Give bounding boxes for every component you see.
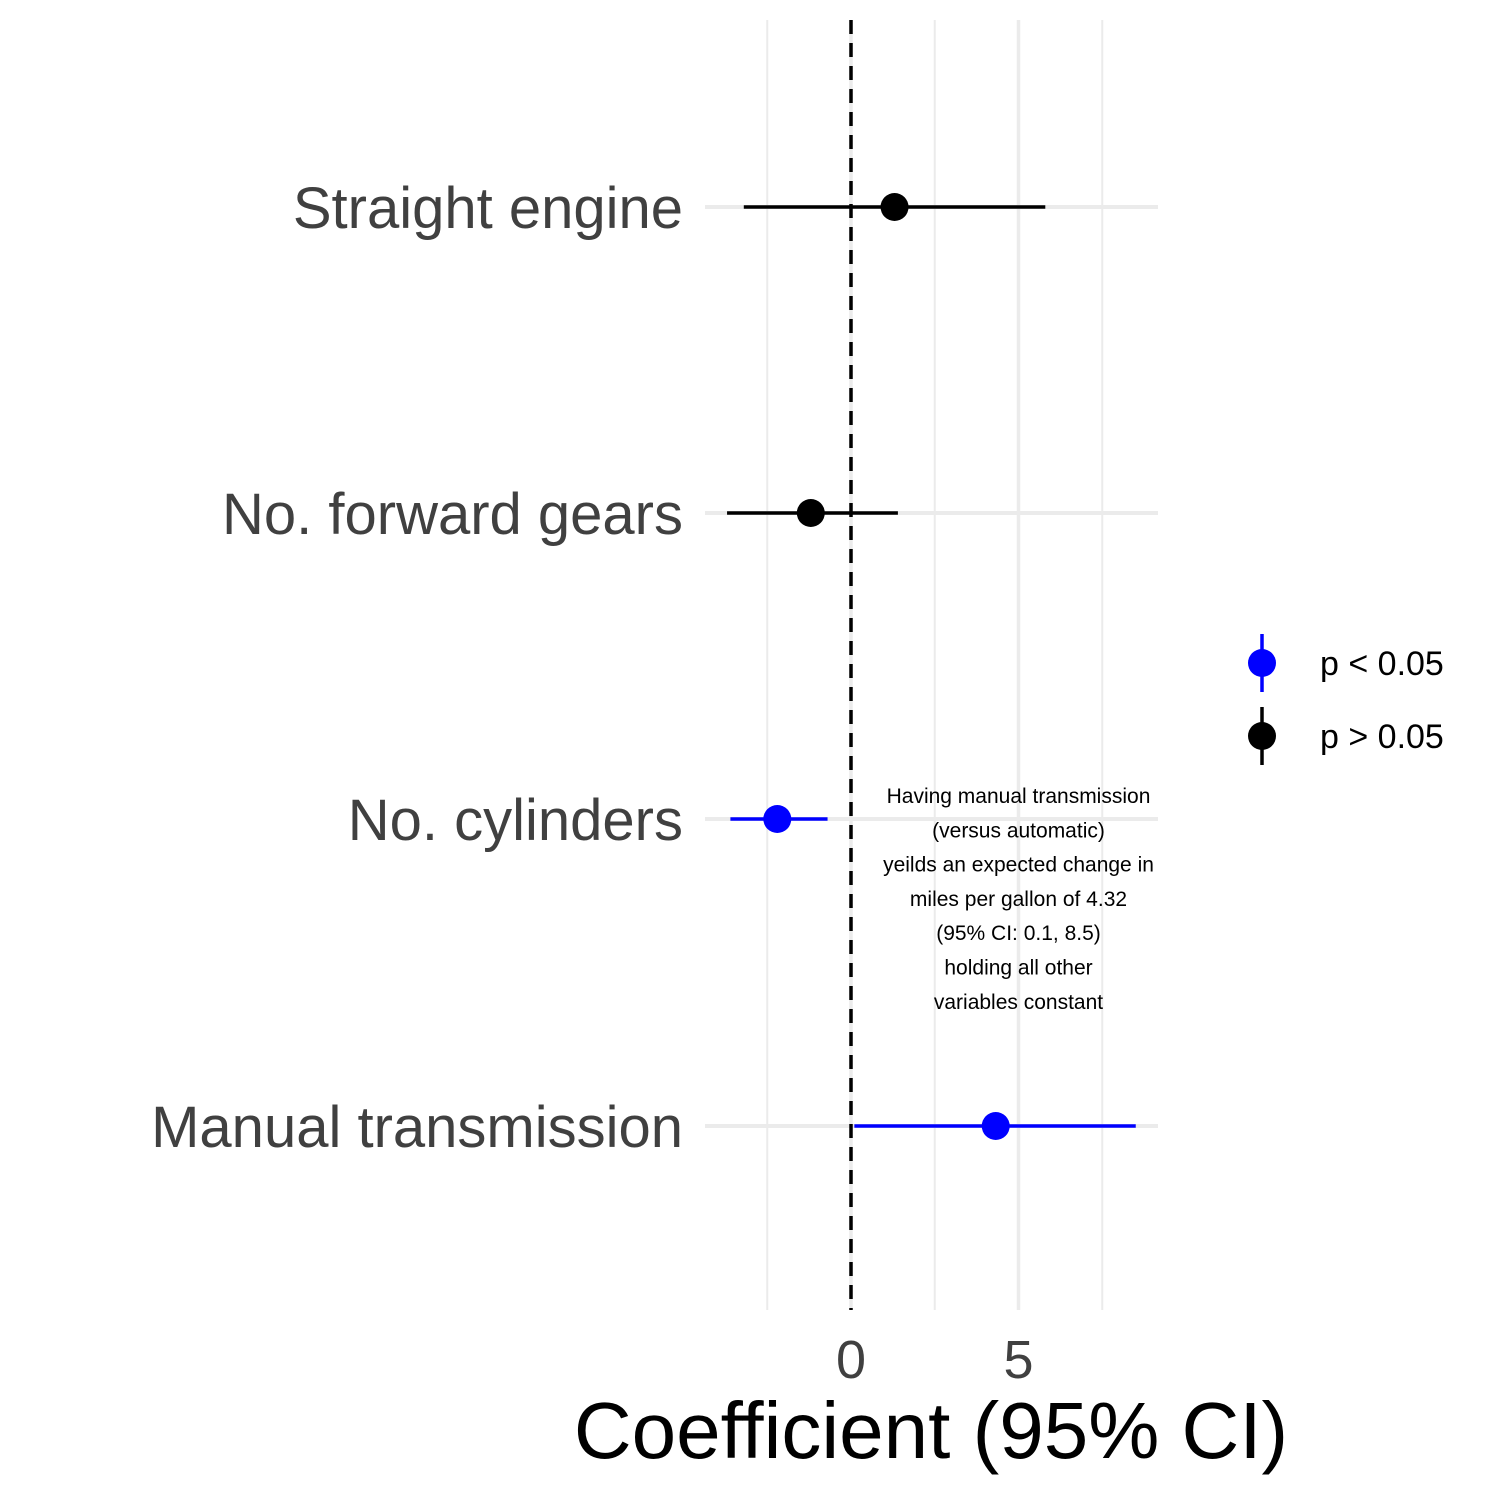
annotation-line: yeilds an expected change in	[883, 854, 1154, 877]
legend-key-point	[1248, 649, 1276, 677]
annotation-line: Having manual transmission	[887, 785, 1151, 808]
annotation: Having manual transmission (versus automa…	[883, 785, 1154, 1014]
horizontal-gridlines	[705, 205, 1158, 1128]
minor-gridlines	[766, 20, 1104, 1310]
point-estimate	[880, 193, 909, 221]
annotation-line: holding all other	[944, 957, 1092, 980]
annotation-line: (95% CI: 0.1, 8.5)	[936, 922, 1101, 945]
legend-label: p < 0.05	[1320, 645, 1444, 683]
point-estimate	[763, 805, 792, 833]
annotation-line: (versus automatic)	[932, 819, 1105, 842]
legend-label: p > 0.05	[1320, 718, 1444, 756]
annotation-line: miles per gallon of 4.32	[910, 888, 1127, 911]
x-tick-label: 0	[836, 1330, 866, 1390]
x-axis-label: Coefficient (95% CI)	[574, 1386, 1288, 1475]
legend-key-point	[1248, 722, 1276, 750]
legend: p < 0.05 p > 0.05	[1248, 634, 1444, 765]
point-estimate	[796, 499, 825, 527]
x-tick-label: 5	[1003, 1330, 1033, 1390]
y-tick-label: Manual transmission	[151, 1095, 683, 1160]
y-tick-labels: Straight engine No. forward gears No. cyli…	[151, 176, 683, 1160]
y-tick-label: No. cylinders	[348, 788, 683, 853]
point-estimate	[981, 1112, 1010, 1140]
y-tick-label: Straight engine	[293, 176, 683, 241]
y-tick-label: No. forward gears	[222, 482, 683, 547]
coefficient-marks	[727, 193, 1136, 1140]
annotation-line: variables constant	[934, 991, 1103, 1014]
